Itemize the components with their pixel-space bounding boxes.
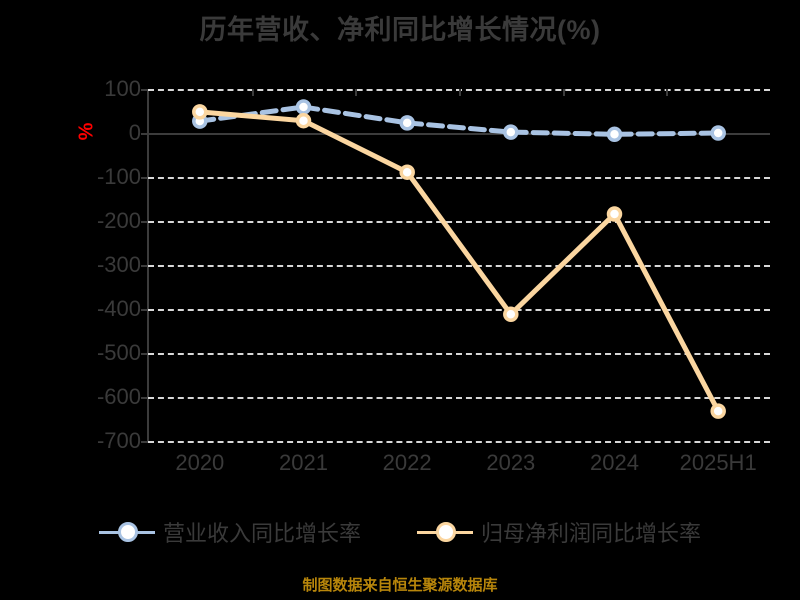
data-point-marker[interactable] <box>295 112 312 129</box>
gridline <box>148 177 770 179</box>
data-point-marker[interactable] <box>710 125 726 141</box>
y-axis-tick <box>141 133 148 135</box>
data-point-marker[interactable] <box>606 206 623 222</box>
gridline <box>148 309 770 311</box>
x-axis-tick-label: 2022 <box>382 450 432 475</box>
data-point-marker[interactable] <box>606 126 623 143</box>
footnote: 制图数据来自恒生聚源数据库 <box>302 577 498 594</box>
data-point-marker[interactable] <box>399 115 415 131</box>
x-axis-tick <box>459 89 461 96</box>
legend-item[interactable]: 归母净利润同比增长率 <box>417 516 701 548</box>
legend-label: 归母净利润同比增长率 <box>481 521 702 546</box>
y-axis-tick <box>141 89 148 91</box>
gridline <box>148 397 770 399</box>
legend-label: 营业收入同比增长率 <box>162 521 361 546</box>
y-axis-tick <box>141 397 148 399</box>
data-point-marker[interactable] <box>192 104 208 120</box>
gridline <box>148 221 770 223</box>
data-point-marker[interactable] <box>710 403 726 419</box>
legend-marker-icon <box>98 519 155 545</box>
data-point-marker[interactable] <box>399 164 415 180</box>
x-axis-tick <box>251 89 254 96</box>
y-axis-tick <box>141 221 148 223</box>
x-axis-tick-label: 2021 <box>279 450 328 475</box>
gridline <box>148 265 770 267</box>
chart-legend: 营业收入同比增长率 归母净利润同比增长率 <box>0 516 800 548</box>
legend-marker-icon <box>417 519 473 545</box>
x-axis-tick <box>562 89 565 96</box>
page-title: 历年营收、净利同比增长情况(%) <box>199 15 601 45</box>
y-axis-tick <box>141 265 148 267</box>
zero-axis-line <box>148 133 770 135</box>
x-axis-tick-labels: 2020 2021 2022 2023 2024 2025H1 <box>0 450 800 480</box>
plot-area <box>141 89 770 443</box>
gridline <box>148 441 770 443</box>
y-axis-tick <box>141 309 148 311</box>
legend-dot-icon <box>117 522 138 542</box>
y-axis-tick <box>141 441 148 443</box>
x-axis-tick-label: 2023 <box>486 450 536 475</box>
x-axis-tick-label: 2025H1 <box>679 450 757 475</box>
series-line <box>197 104 721 137</box>
series-line <box>197 109 721 414</box>
x-axis-tick-label: 2024 <box>590 450 639 475</box>
data-point-marker[interactable] <box>295 99 312 115</box>
data-point-marker[interactable] <box>503 124 519 140</box>
legend-item[interactable]: 营业收入同比增长率 <box>98 516 361 548</box>
legend-dot-icon <box>436 522 456 542</box>
y-axis-tick <box>141 353 148 355</box>
data-point-marker[interactable] <box>503 306 519 323</box>
x-axis-tick-label: 2020 <box>175 450 225 475</box>
x-axis-tick <box>355 89 358 96</box>
gridline <box>148 353 770 355</box>
x-axis-tick <box>666 89 669 96</box>
y-axis-tick <box>141 177 148 179</box>
